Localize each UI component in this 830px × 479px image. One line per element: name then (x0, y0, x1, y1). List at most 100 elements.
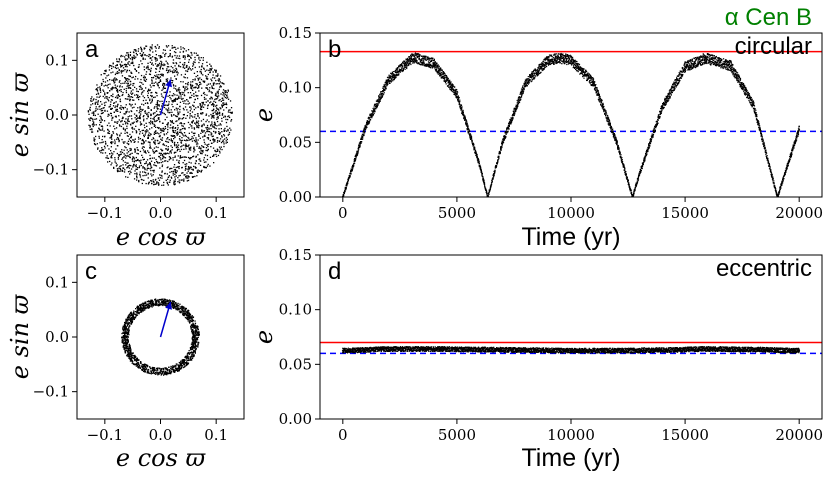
data-point (159, 135, 161, 138)
data-point (118, 154, 120, 156)
data-point (91, 100, 93, 102)
data-point (177, 148, 179, 150)
data-point (159, 111, 161, 113)
data-point (400, 64, 402, 66)
data-point (508, 125, 510, 127)
data-point (150, 173, 152, 175)
data-point (483, 181, 485, 183)
data-point (132, 83, 134, 85)
data-point (356, 154, 358, 157)
data-point (223, 103, 225, 106)
data-point (220, 86, 222, 88)
data-point (588, 75, 590, 77)
data-point (590, 81, 593, 83)
data-point (137, 96, 139, 99)
data-point (116, 89, 119, 92)
data-point (104, 152, 107, 154)
data-point (579, 68, 582, 70)
data-point (521, 89, 523, 91)
data-point (126, 58, 129, 60)
data-point (111, 138, 113, 140)
data-point (435, 63, 437, 65)
data-point (449, 85, 451, 87)
data-point (150, 160, 153, 162)
data-point (97, 100, 99, 102)
data-point (354, 159, 357, 161)
data-point (202, 102, 204, 104)
data-point (213, 108, 215, 110)
data-point (418, 53, 420, 55)
data-point (154, 96, 156, 98)
data-point (425, 57, 427, 59)
data-point (178, 167, 180, 170)
data-point (221, 104, 223, 106)
data-point (409, 58, 411, 60)
data-point (179, 57, 181, 60)
data-point (174, 183, 176, 185)
data-point (426, 58, 428, 61)
data-point (159, 167, 161, 169)
data-point (512, 116, 514, 118)
data-point (150, 165, 152, 167)
data-point (549, 59, 551, 61)
data-point (129, 164, 131, 166)
data-point (421, 55, 423, 57)
data-point (201, 63, 204, 65)
data-point (531, 79, 533, 81)
data-point (122, 107, 125, 109)
data-point (173, 181, 175, 184)
data-point (136, 159, 139, 161)
data-point (138, 98, 140, 101)
data-point (99, 115, 101, 117)
data-point (198, 86, 200, 88)
data-point (435, 67, 437, 69)
data-point (155, 75, 157, 78)
data-point (187, 54, 189, 56)
data-point (194, 122, 196, 124)
data-point (172, 131, 175, 133)
data-point (177, 111, 179, 113)
data-point (192, 119, 194, 122)
data-point (143, 146, 145, 148)
data-point (119, 168, 122, 171)
data-point (187, 103, 189, 105)
data-point (354, 162, 356, 164)
data-point (539, 65, 541, 67)
data-point (128, 57, 130, 59)
data-point (212, 71, 214, 73)
data-point (200, 73, 203, 75)
data-point (468, 131, 470, 133)
data-point (211, 104, 214, 106)
data-point (125, 157, 127, 159)
data-point (157, 76, 159, 79)
data-point (566, 60, 568, 62)
data-point (136, 117, 139, 119)
data-point (150, 121, 152, 123)
data-point (197, 122, 199, 124)
data-point (147, 150, 149, 152)
data-point (90, 100, 92, 102)
data-point (391, 72, 393, 74)
data-point (377, 103, 379, 105)
data-point (157, 177, 159, 179)
data-point (181, 156, 184, 158)
data-point (555, 53, 557, 55)
data-point (412, 59, 414, 61)
data-point (172, 134, 174, 137)
data-point (171, 140, 174, 142)
data-point (440, 67, 442, 69)
data-point (501, 144, 503, 146)
panel-label-a: a (85, 36, 99, 63)
data-point (156, 113, 158, 116)
data-point (176, 98, 178, 100)
data-point (193, 147, 195, 149)
data-point (476, 155, 478, 157)
data-point (190, 106, 192, 108)
data-point (176, 131, 179, 134)
data-point (130, 90, 132, 92)
data-point (373, 110, 375, 112)
data-point (467, 125, 469, 127)
data-point (139, 131, 141, 133)
data-point (160, 152, 162, 155)
data-point (200, 68, 202, 71)
